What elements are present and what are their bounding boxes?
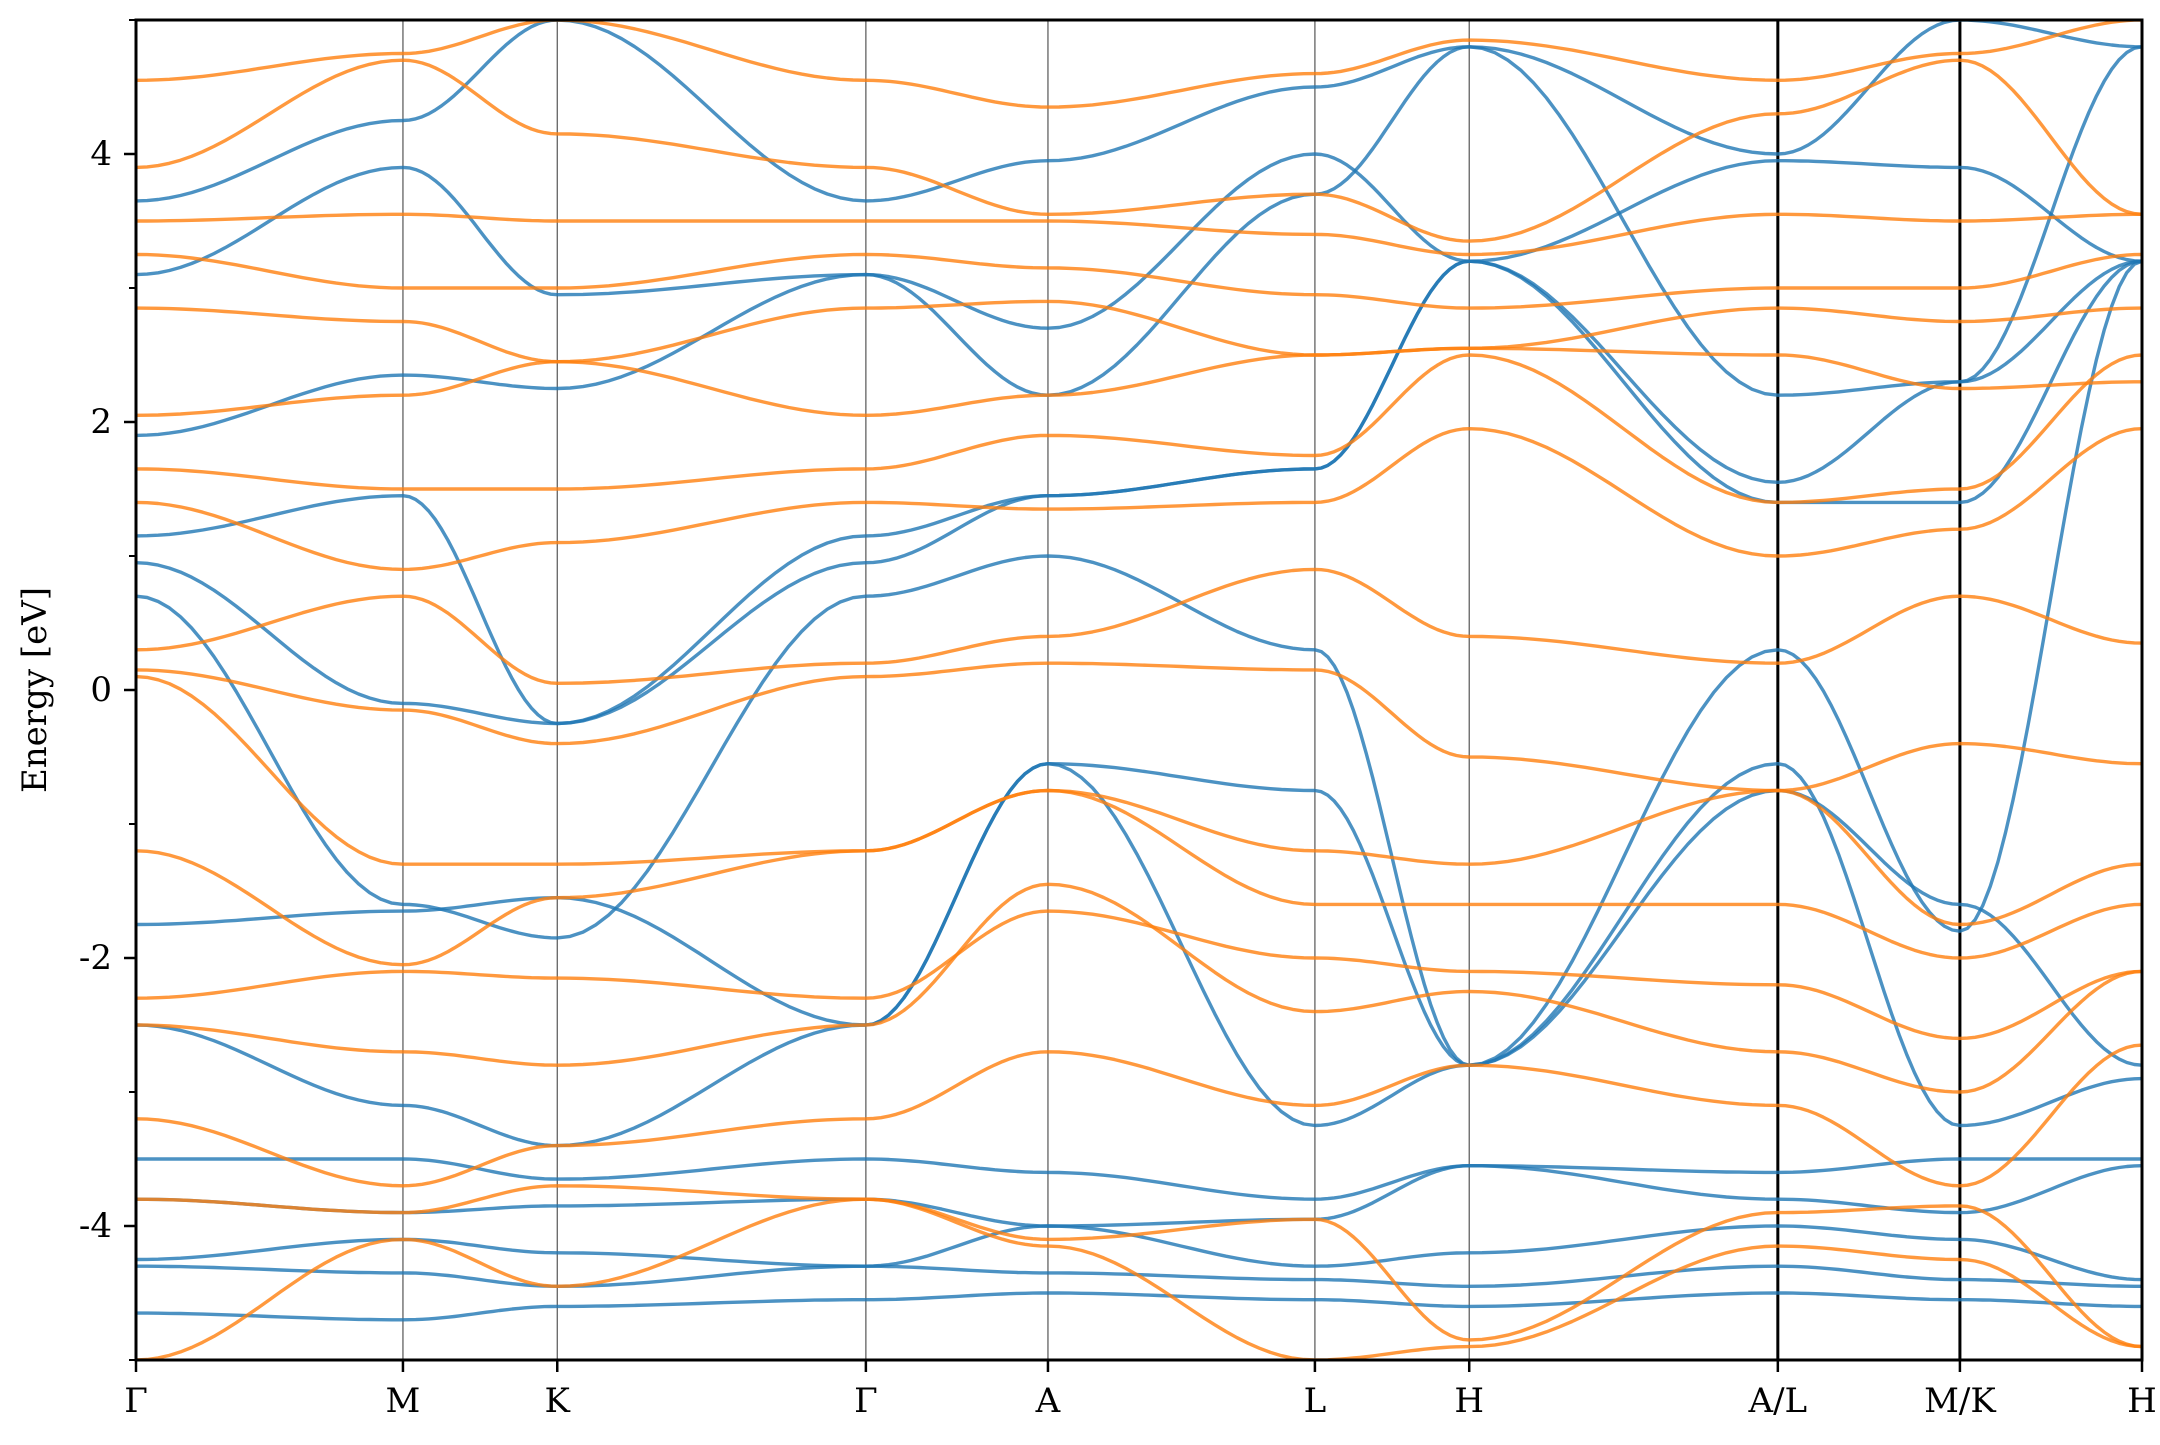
bands-orange-band-1	[136, 1184, 2142, 1349]
ytick-label: 0	[90, 670, 112, 710]
bands-orange-band-4	[136, 909, 2142, 1041]
x-axis-ticks: Γ M K Γ A L H A/L M/K H	[124, 1360, 2157, 1421]
bands-blue-band-11	[136, 152, 2142, 330]
ytick-label: 2	[90, 402, 112, 442]
xtick-label: A/L	[1748, 1381, 1808, 1421]
xtick-label: M/K	[1924, 1381, 1996, 1421]
spin-up-bands	[136, 20, 2142, 1322]
xtick-label: A	[1035, 1381, 1061, 1421]
high-symmetry-lines	[402, 20, 1962, 1360]
xtick-label: Γ	[854, 1381, 878, 1421]
bands-blue-band-10	[136, 45, 2142, 438]
bands-blue-band-0	[136, 1291, 2142, 1322]
bands-orange-band-16	[136, 20, 2142, 109]
bands-orange-band-13	[136, 252, 2142, 310]
bands-orange-band-14	[136, 212, 2142, 257]
xtick-label: Γ	[124, 1381, 148, 1421]
ytick-label: 4	[90, 134, 112, 174]
bands-blue-band-6	[136, 762, 2142, 1067]
bands-orange-band-6	[136, 674, 2142, 927]
bands-orange-band-9	[136, 427, 2142, 572]
bands-orange-band-3	[136, 882, 2142, 1094]
bands-orange-band-10	[136, 353, 2142, 505]
xtick-label: L	[1304, 1381, 1327, 1421]
y-axis-ticks: -4 -2 0 2 4	[79, 19, 136, 1361]
bands-blue-band-3	[136, 1164, 2142, 1228]
bands-orange-band-0	[136, 1197, 2142, 1360]
bands-orange-band-7	[136, 661, 2142, 793]
bands-orange-band-2	[136, 1043, 2142, 1188]
bands-orange-band-12	[136, 299, 2142, 364]
bands-blue-band-2	[136, 1224, 2142, 1282]
bands-blue-band-7	[136, 259, 2142, 1067]
bands-orange-band-15	[136, 58, 2142, 243]
xtick-label: H	[1454, 1381, 1484, 1421]
bands-blue-band-4	[136, 1157, 2142, 1201]
xtick-label: K	[545, 1381, 571, 1421]
bands-blue-band-8	[136, 259, 2142, 726]
bands-blue-band-1	[136, 1264, 2142, 1288]
y-axis-label: Energy [eV]	[15, 587, 55, 793]
ytick-label: -2	[79, 938, 112, 978]
bands-blue-band-12	[136, 20, 2142, 203]
ytick-label: -4	[79, 1206, 112, 1246]
bands-blue-band-5	[136, 762, 2142, 1148]
xtick-label: M	[386, 1381, 421, 1421]
plot-frame	[134, 18, 2144, 1362]
xtick-label: H	[2127, 1381, 2157, 1421]
bands-orange-band-8	[136, 567, 2142, 685]
bands-orange-band-5	[136, 788, 2142, 967]
spin-down-bands	[136, 20, 2142, 1360]
bands-orange-band-11	[136, 346, 2142, 417]
bands-blue-band-9	[136, 259, 2142, 726]
